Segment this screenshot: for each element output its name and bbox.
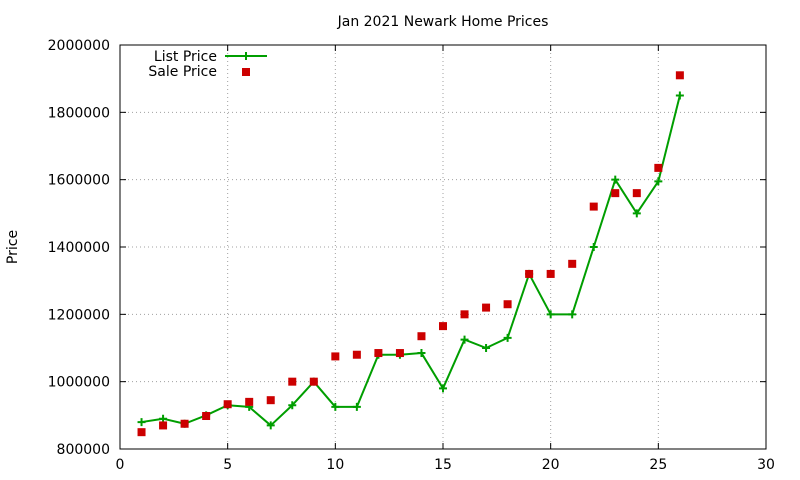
x-tick-label: 25	[649, 457, 667, 473]
y-tick-label: 2000000	[48, 38, 110, 54]
list-price-point	[654, 177, 663, 186]
x-tick-label: 30	[757, 457, 775, 473]
sale-price-point	[159, 421, 168, 430]
list-price-point	[546, 310, 555, 319]
list-price-point	[589, 243, 598, 251]
sale-price-point	[675, 71, 684, 80]
sale-price-point	[439, 322, 447, 331]
sale-price-point	[331, 352, 340, 361]
x-tick-label: 0	[116, 457, 125, 473]
legend: List Price Sale Price	[148, 49, 267, 80]
sale-price-point	[654, 163, 663, 172]
sale-price-point	[395, 349, 404, 358]
sale-price-point	[352, 350, 361, 359]
list-price-point	[159, 414, 168, 423]
list-price-point	[137, 418, 146, 427]
sale-price-point	[525, 269, 534, 278]
list-price-point	[503, 333, 512, 342]
y-tick-label: 800000	[57, 442, 110, 458]
sale-price-point	[309, 377, 318, 386]
sale-price-point	[288, 377, 297, 386]
list-price-point	[675, 91, 684, 100]
x-tick-label: 10	[326, 457, 344, 473]
grid-layer	[120, 45, 766, 449]
list-price-point	[482, 344, 491, 352]
tick-layer: 0 5 10 15 20 25 30 800000 1000000 1200000 1400000 1…	[48, 38, 775, 473]
legend-marker-list-price	[242, 52, 250, 60]
list-price-line	[141, 95, 681, 427]
list-price-point	[288, 401, 297, 410]
sale-price-point	[589, 202, 598, 211]
list-price-point	[632, 209, 641, 218]
list-price-point	[417, 349, 426, 358]
sale-price-point	[374, 349, 383, 358]
legend-label-sale-price: Sale Price	[148, 64, 217, 80]
sale-price-point	[180, 419, 189, 428]
series-layer	[137, 71, 684, 437]
y-tick-label: 1600000	[48, 173, 110, 189]
list-price-point	[266, 421, 275, 430]
list-price-point	[568, 310, 577, 319]
sale-price-point	[460, 310, 469, 319]
sale-price-point	[202, 412, 211, 421]
sale-price-point	[137, 428, 146, 437]
legend-marker-sale-price	[242, 68, 250, 76]
y-tick-label: 1800000	[48, 105, 110, 121]
legend-label-list-price: List Price	[154, 49, 217, 65]
y-tick-label: 1400000	[48, 240, 110, 256]
chart-title: Jan 2021 Newark Home Prices	[337, 14, 549, 30]
sale-price-point	[503, 300, 512, 309]
sale-price-point	[568, 259, 577, 268]
y-axis-label: Price	[5, 230, 21, 264]
list-price-point	[460, 335, 469, 344]
plot-frame	[119, 44, 767, 450]
sale-price-point	[223, 400, 232, 409]
list-price-point	[352, 402, 361, 411]
y-tick-label: 1000000	[48, 375, 110, 391]
y-tick-label: 1200000	[48, 307, 110, 323]
list-price-point	[611, 175, 620, 184]
sale-price-point	[266, 396, 275, 405]
sale-price-point	[611, 189, 620, 198]
sale-price-point	[546, 269, 555, 278]
x-tick-label: 20	[542, 457, 560, 473]
x-tick-label: 15	[434, 457, 452, 473]
sale-price-point	[632, 189, 641, 198]
list-price-point	[331, 402, 340, 411]
list-price-point	[439, 384, 447, 393]
sale-price-point	[417, 332, 426, 341]
sale-price-point	[245, 397, 254, 406]
sale-price-point	[482, 303, 491, 312]
x-tick-label: 5	[223, 457, 232, 473]
